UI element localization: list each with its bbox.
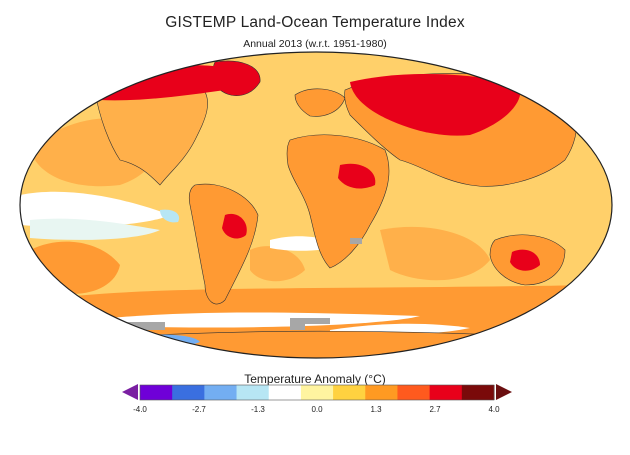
legend-color-cell — [461, 385, 495, 400]
legend-color-cell — [333, 385, 366, 400]
legend-color-cell — [268, 385, 302, 400]
pale-band-east-pacific — [20, 191, 170, 227]
pale-spot-east-pacific — [160, 209, 180, 223]
legend-title: Temperature Anomaly (°C) — [244, 372, 386, 386]
legend-tick-label: 1.3 — [370, 405, 382, 414]
legend-frame — [139, 384, 495, 401]
legend-color-cell — [204, 385, 238, 400]
legend-tick-label: 4.0 — [488, 405, 500, 414]
map-title: GISTEMP Land-Ocean Temperature Index — [165, 14, 465, 31]
legend-under-arrow — [122, 384, 138, 400]
legend-tick-label: -1.3 — [251, 405, 265, 414]
map-subtitle: Annual 2013 (w.r.t. 1951-1980) — [243, 38, 387, 50]
landmass-europe — [294, 88, 346, 117]
hotspot-siberia — [350, 74, 521, 136]
hotspot-brazil — [222, 213, 247, 239]
legend-color-cell — [429, 385, 463, 400]
landmass-south-america — [188, 183, 259, 305]
anomaly-zone-indian-ocean — [380, 226, 490, 281]
legend-tick-label: -2.7 — [192, 405, 206, 414]
legend-color-cell — [236, 385, 270, 400]
legend-color-cell — [397, 385, 431, 400]
legend-over-arrow — [496, 384, 512, 400]
pale-band-antarctic — [110, 312, 420, 328]
legend-color-cell — [172, 385, 205, 400]
legend-color-cell — [300, 385, 334, 400]
no-data-region-weddell-sea — [290, 318, 330, 330]
anomaly-zone-south-atlantic — [250, 246, 305, 282]
hotspot-australia — [510, 249, 540, 271]
map-border — [19, 51, 613, 359]
legend-tick-label: 2.7 — [429, 405, 441, 414]
legend-color-cell — [140, 385, 173, 400]
pale-band-tropical-pacific — [30, 218, 160, 240]
legend-tick-label: -4.0 — [133, 405, 147, 414]
hotspot-north-africa — [338, 163, 376, 189]
no-data-patch-africa — [350, 238, 362, 244]
legend-tick-label: 0.0 — [311, 405, 323, 414]
legend-color-cell — [365, 385, 398, 400]
